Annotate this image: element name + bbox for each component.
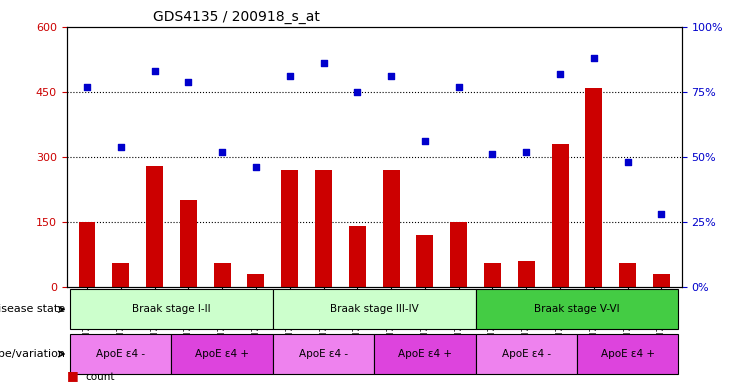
Text: disease state: disease state: [0, 305, 65, 314]
Point: [182, 78, 194, 84]
Point: [520, 149, 532, 155]
Text: ApoE ε4 -: ApoE ε4 -: [96, 349, 145, 359]
Bar: [653, 274, 670, 287]
FancyBboxPatch shape: [273, 334, 374, 374]
Point: [453, 84, 465, 90]
Bar: [247, 274, 265, 287]
Bar: [484, 263, 501, 287]
Text: ApoE ε4 -: ApoE ε4 -: [299, 349, 348, 359]
Text: ■: ■: [67, 369, 79, 382]
Text: ApoE ε4 -: ApoE ε4 -: [502, 349, 551, 359]
Bar: [585, 88, 602, 287]
Bar: [349, 227, 366, 287]
Point: [656, 211, 668, 217]
Bar: [180, 200, 197, 287]
Text: Braak stage III-IV: Braak stage III-IV: [330, 305, 419, 314]
FancyBboxPatch shape: [577, 334, 678, 374]
Bar: [551, 144, 568, 287]
Point: [419, 138, 431, 144]
FancyBboxPatch shape: [476, 334, 577, 374]
FancyBboxPatch shape: [476, 289, 678, 329]
Text: ■: ■: [67, 381, 79, 384]
FancyBboxPatch shape: [70, 334, 171, 374]
Bar: [146, 166, 163, 287]
Bar: [282, 170, 298, 287]
Bar: [416, 235, 433, 287]
Point: [351, 89, 363, 95]
Bar: [213, 263, 230, 287]
Point: [81, 84, 93, 90]
Text: Braak stage V-VI: Braak stage V-VI: [534, 305, 619, 314]
Bar: [451, 222, 467, 287]
Bar: [113, 263, 129, 287]
FancyBboxPatch shape: [374, 334, 476, 374]
Text: GDS4135 / 200918_s_at: GDS4135 / 200918_s_at: [153, 10, 319, 25]
Point: [318, 60, 330, 66]
Point: [216, 149, 228, 155]
FancyBboxPatch shape: [70, 289, 273, 329]
FancyBboxPatch shape: [171, 334, 273, 374]
Text: ApoE ε4 +: ApoE ε4 +: [601, 349, 654, 359]
Point: [487, 151, 499, 157]
Bar: [619, 263, 636, 287]
Text: ApoE ε4 +: ApoE ε4 +: [195, 349, 249, 359]
Point: [622, 159, 634, 165]
Bar: [382, 170, 399, 287]
FancyBboxPatch shape: [273, 289, 476, 329]
Text: genotype/variation: genotype/variation: [0, 349, 65, 359]
Point: [115, 144, 127, 150]
Text: count: count: [85, 372, 115, 382]
Bar: [518, 261, 535, 287]
Text: ApoE ε4 +: ApoE ε4 +: [398, 349, 452, 359]
Point: [250, 164, 262, 170]
Bar: [315, 170, 332, 287]
Text: Braak stage I-II: Braak stage I-II: [132, 305, 210, 314]
Point: [554, 71, 566, 77]
Point: [284, 73, 296, 79]
Bar: [79, 222, 96, 287]
Point: [149, 68, 161, 74]
Point: [588, 55, 599, 61]
Point: [385, 73, 397, 79]
